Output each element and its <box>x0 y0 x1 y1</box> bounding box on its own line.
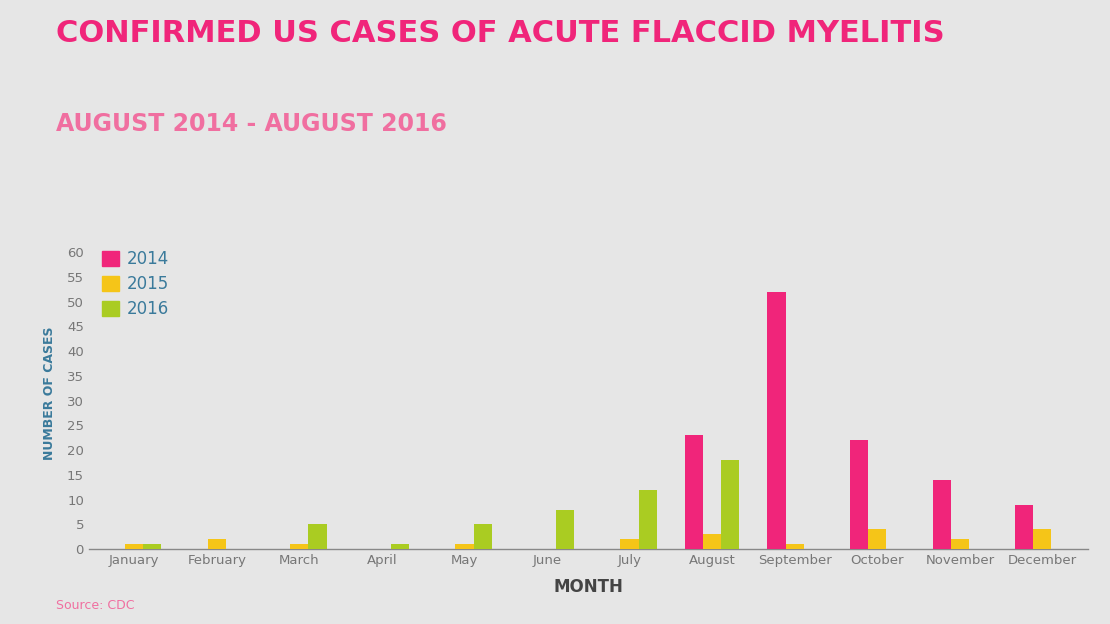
Bar <box>951 539 969 549</box>
Bar <box>290 544 309 549</box>
Bar <box>455 544 474 549</box>
Bar <box>620 539 638 549</box>
Bar <box>638 490 657 549</box>
Bar <box>722 460 739 549</box>
Text: CONFIRMED US CASES OF ACUTE FLACCID MYELITIS: CONFIRMED US CASES OF ACUTE FLACCID MYEL… <box>56 19 945 47</box>
Bar <box>391 544 410 549</box>
Bar <box>685 435 703 549</box>
Bar <box>932 480 951 549</box>
Bar <box>125 544 143 549</box>
Bar <box>474 524 492 549</box>
Bar <box>868 529 887 549</box>
Legend: 2014, 2015, 2016: 2014, 2015, 2016 <box>98 245 174 323</box>
Bar <box>143 544 161 549</box>
Bar <box>767 291 786 549</box>
Bar <box>1033 529 1051 549</box>
Bar <box>703 534 722 549</box>
Bar <box>786 544 804 549</box>
Y-axis label: NUMBER OF CASES: NUMBER OF CASES <box>43 326 56 460</box>
Bar <box>309 524 326 549</box>
Bar <box>850 440 868 549</box>
Bar <box>556 510 574 549</box>
Text: Source: CDC: Source: CDC <box>56 598 134 612</box>
Bar <box>208 539 225 549</box>
Text: AUGUST 2014 - AUGUST 2016: AUGUST 2014 - AUGUST 2016 <box>56 112 446 136</box>
Bar <box>1016 505 1033 549</box>
X-axis label: MONTH: MONTH <box>554 578 623 596</box>
